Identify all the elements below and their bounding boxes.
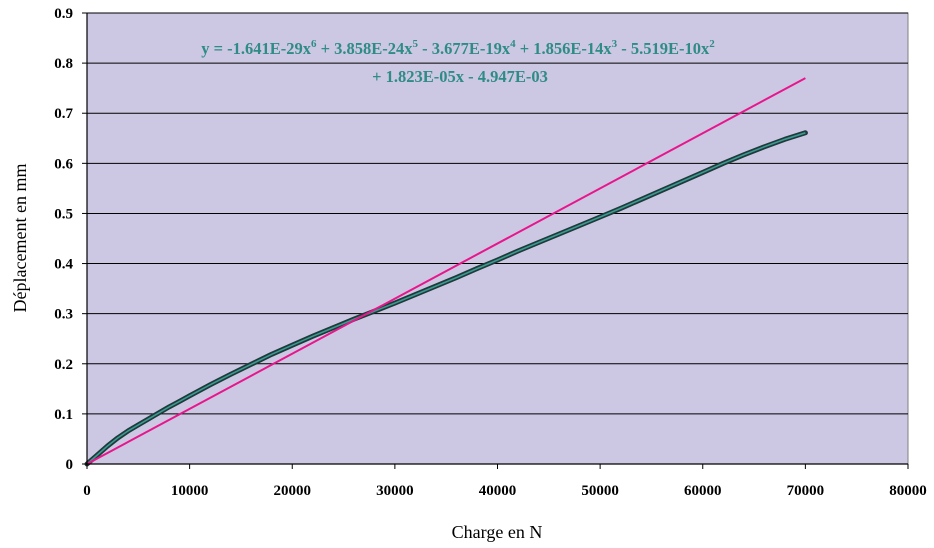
x-tick-label: 40000 (479, 483, 517, 499)
y-tick-label: 0.1 (54, 407, 73, 423)
y-tick-labels: 0 0.1 0.2 0.3 0.4 0.5 0.6 0.7 0.8 0.9 (54, 6, 73, 473)
eq-exponent: 2 (709, 38, 715, 50)
x-tick-labels: 0 10000 20000 30000 40000 50000 60000 70000 8000… (83, 483, 927, 499)
eq-part: - 3.677E-19x (418, 39, 511, 58)
x-tick-label: 20000 (274, 483, 312, 499)
x-tick-label: 10000 (171, 483, 209, 499)
gridlines (87, 12, 908, 415)
series-layer (84, 77, 808, 467)
y-tick-label: 0.8 (54, 56, 73, 72)
eq-part: + 1.856E-14x (516, 39, 613, 58)
y-tick-label: 0 (66, 457, 74, 473)
x-tick-label: 30000 (376, 483, 414, 499)
linear-fit-line (86, 77, 806, 465)
y-axis-title: Déplacement en mm (10, 164, 30, 313)
trendline-equation-line-1: y = -1.641E-29x6 + 3.858E-24x5 - 3.677E-… (201, 38, 715, 58)
y-tick-label: 0.2 (54, 357, 73, 373)
x-tick-label: 0 (83, 483, 91, 499)
y-tick-label: 0.3 (54, 307, 73, 323)
y-tick-label: 0.6 (54, 156, 73, 172)
trendline-equation-line-2: + 1.823E-05x - 4.947E-03 (372, 67, 548, 86)
eq-exponent: 4 (510, 38, 516, 50)
polynomial-trendline (86, 132, 806, 465)
y-tick-label: 0.4 (54, 257, 73, 273)
eq-exponent: 5 (413, 38, 419, 50)
eq-part: + 3.858E-24x (316, 39, 413, 58)
x-tick-label: 50000 (581, 483, 619, 499)
x-tick-label: 60000 (684, 483, 722, 499)
y-tick-label: 0.7 (54, 106, 73, 122)
eq-part: - 5.519E-10x (617, 39, 710, 58)
y-tick-label: 0.9 (54, 6, 73, 22)
axes (82, 12, 909, 469)
eq-part: y = -1.641E-29x (201, 39, 312, 58)
x-tick-label: 80000 (889, 483, 927, 499)
y-tick-label: 0.5 (54, 206, 73, 222)
x-tick-label: 70000 (787, 483, 825, 499)
eq-exponent: 3 (612, 38, 618, 50)
x-axis-title: Charge en N (452, 522, 543, 542)
plot-area (86, 12, 909, 465)
eq-exponent: 6 (311, 38, 317, 50)
